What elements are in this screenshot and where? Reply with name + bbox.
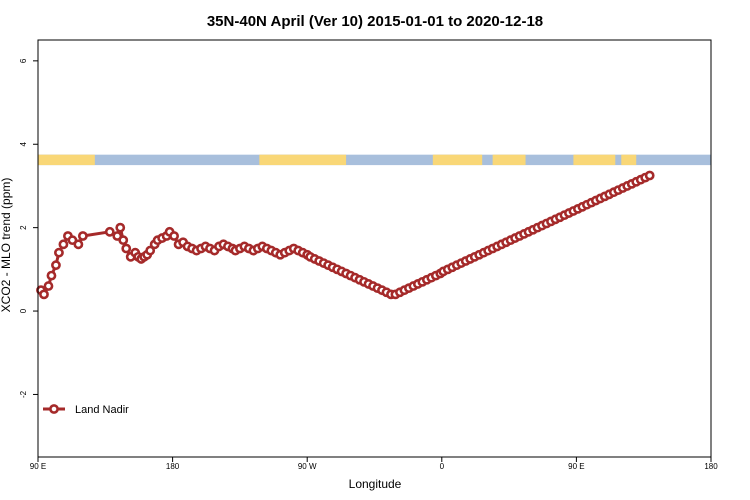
data-point — [115, 222, 126, 233]
y-tick-label: 6 — [19, 58, 28, 63]
data-point — [77, 231, 88, 241]
y-tick-label: 4 — [19, 141, 28, 146]
data-point — [54, 247, 64, 258]
data-point — [104, 226, 115, 237]
y-tick-label: 0 — [19, 308, 28, 313]
data-point — [39, 289, 49, 300]
data-point — [145, 245, 156, 256]
data-point — [73, 239, 84, 250]
ocean-strip — [38, 154, 711, 166]
legend-label: Land Nadir — [75, 404, 129, 416]
data-point — [121, 243, 132, 254]
plot-frame — [37, 39, 712, 458]
x-tick-label: 90 E — [30, 462, 46, 471]
land-strip-span — [492, 154, 526, 166]
x-tick-label: 180 — [166, 462, 180, 471]
land-strip-span — [432, 154, 483, 166]
x-tick-label: 90 W — [298, 462, 317, 471]
x-tick-label: 0 — [440, 462, 445, 471]
y-tick-label: 2 — [19, 225, 28, 230]
data-point — [46, 270, 57, 281]
data-point — [58, 239, 69, 250]
data-point — [644, 170, 655, 181]
data-point — [43, 281, 54, 291]
x-tick-label: 90 E — [568, 462, 584, 471]
legend-swatch-marker — [49, 404, 59, 414]
data-point — [51, 260, 61, 271]
y-tick-label: -2 — [19, 390, 28, 398]
land-strip-span — [621, 154, 637, 166]
x-axis-label: Longitude — [349, 477, 402, 491]
land-strip-span — [573, 154, 616, 166]
land-strip-span — [38, 154, 95, 166]
land-strip-span — [259, 154, 347, 166]
x-tick-label: 180 — [704, 462, 718, 471]
chart-title: 35N-40N April (Ver 10) 2015-01-01 to 202… — [207, 13, 543, 30]
y-axis-label: XCO2 - MLO trend (ppm) — [0, 178, 13, 313]
data-point — [169, 231, 179, 241]
data-point — [118, 235, 129, 246]
